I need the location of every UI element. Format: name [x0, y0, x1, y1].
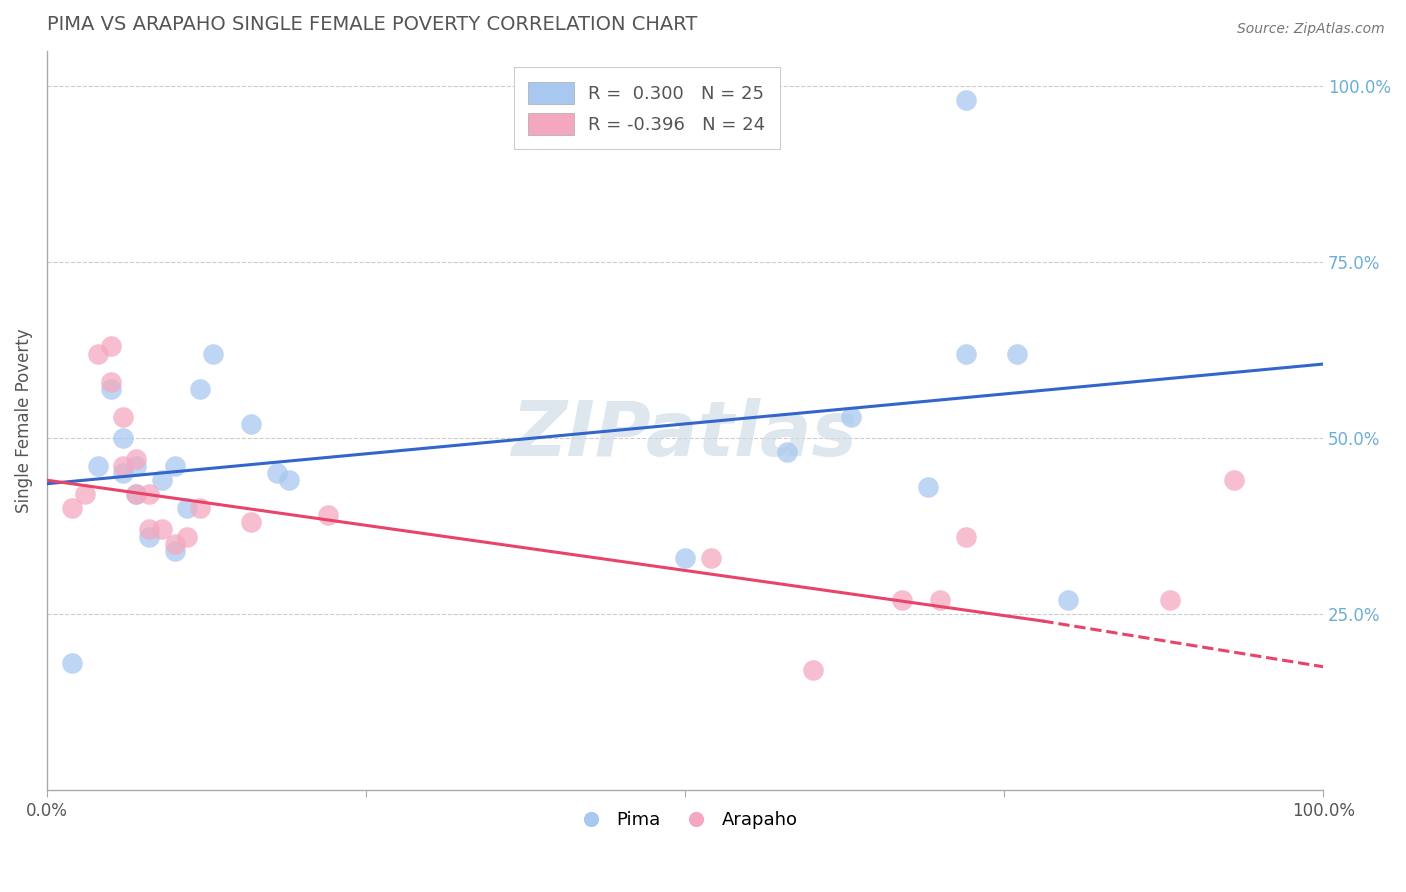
Point — [112, 459, 135, 474]
Point — [929, 592, 952, 607]
Point — [163, 536, 186, 550]
Point — [188, 382, 211, 396]
Point — [100, 375, 122, 389]
Text: ZIPatlas: ZIPatlas — [512, 398, 858, 472]
Point — [138, 523, 160, 537]
Point — [125, 487, 148, 501]
Point — [955, 529, 977, 543]
Point — [150, 523, 173, 537]
Point — [138, 529, 160, 543]
Point — [150, 473, 173, 487]
Point — [955, 346, 977, 360]
Point — [917, 480, 939, 494]
Point — [801, 663, 824, 677]
Point — [776, 445, 799, 459]
Point — [1005, 346, 1028, 360]
Point — [138, 487, 160, 501]
Point — [100, 339, 122, 353]
Point — [75, 487, 97, 501]
Point — [316, 508, 339, 523]
Point — [1057, 592, 1080, 607]
Point — [201, 346, 224, 360]
Point — [163, 543, 186, 558]
Text: PIMA VS ARAPAHO SINGLE FEMALE POVERTY CORRELATION CHART: PIMA VS ARAPAHO SINGLE FEMALE POVERTY CO… — [46, 15, 697, 34]
Point — [87, 459, 110, 474]
Point — [100, 382, 122, 396]
Point — [240, 516, 263, 530]
Point — [955, 93, 977, 107]
Point — [125, 452, 148, 467]
Point — [125, 487, 148, 501]
Text: Source: ZipAtlas.com: Source: ZipAtlas.com — [1237, 22, 1385, 37]
Legend: Pima, Arapaho: Pima, Arapaho — [565, 804, 804, 837]
Point — [62, 657, 84, 671]
Point — [112, 431, 135, 445]
Point — [1223, 473, 1246, 487]
Y-axis label: Single Female Poverty: Single Female Poverty — [15, 328, 32, 513]
Point — [112, 466, 135, 480]
Point — [163, 459, 186, 474]
Point — [839, 409, 862, 424]
Point — [125, 459, 148, 474]
Point — [673, 550, 696, 565]
Point — [699, 550, 721, 565]
Point — [112, 409, 135, 424]
Point — [176, 529, 198, 543]
Point — [266, 466, 288, 480]
Point — [240, 417, 263, 431]
Point — [87, 346, 110, 360]
Point — [278, 473, 301, 487]
Point — [1159, 592, 1181, 607]
Point — [176, 501, 198, 516]
Point — [62, 501, 84, 516]
Point — [891, 592, 914, 607]
Point — [188, 501, 211, 516]
